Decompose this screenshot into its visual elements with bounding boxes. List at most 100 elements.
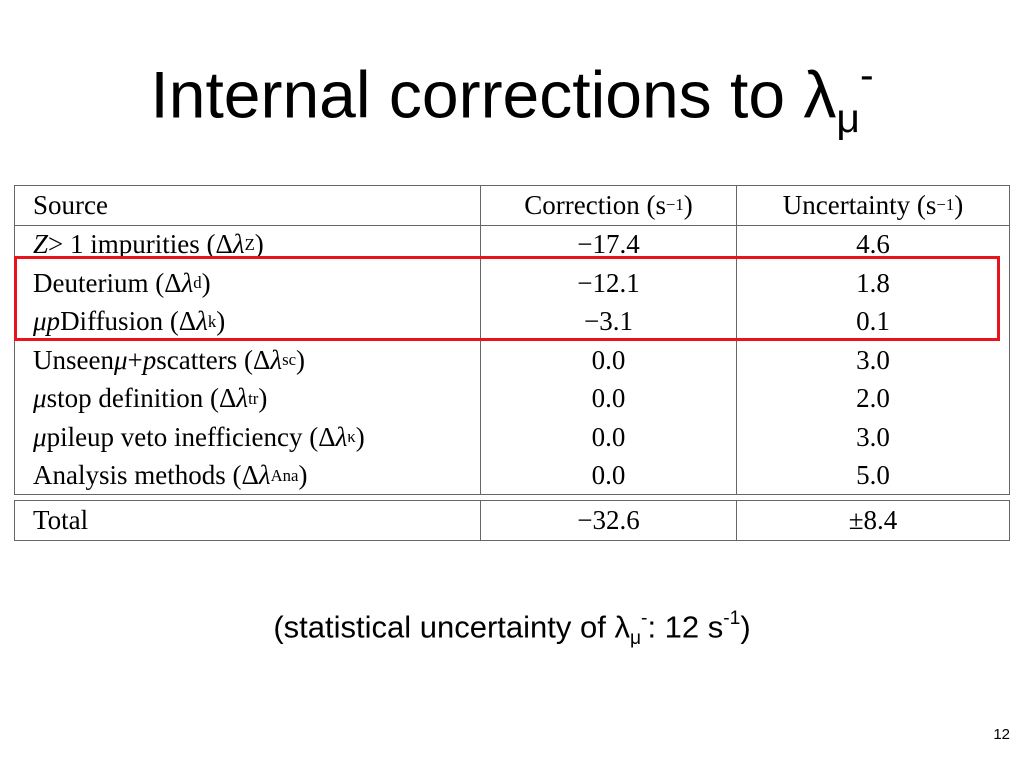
table-cell: 0.0 <box>481 456 737 495</box>
text-segment: Total <box>33 504 89 535</box>
text-segment: μ <box>836 94 860 141</box>
text-segment: ) <box>740 609 751 645</box>
text-segment: 1.8 <box>856 267 890 298</box>
text-segment: 0.1 <box>856 306 890 337</box>
text-segment: 4.6 <box>856 229 890 260</box>
text-segment: −3.1 <box>584 306 633 337</box>
table-cell: 5.0 <box>737 457 1009 496</box>
text-segment: stop definition (Δ <box>46 383 237 414</box>
table-cell: 3.0 <box>737 341 1009 380</box>
text-segment: −12.1 <box>577 267 640 298</box>
text-segment: λ <box>196 306 208 337</box>
table-row: Total −32.6 ±8.4 <box>15 501 1009 540</box>
text-segment: Internal corrections to λ <box>150 57 837 132</box>
text-segment: ) <box>296 344 306 375</box>
text-segment: 3.0 <box>856 344 890 375</box>
text-segment: ) <box>258 383 268 414</box>
table-cell: Uncertainty (s −1) <box>737 186 1009 225</box>
text-segment: k <box>207 311 217 331</box>
text-segment: −17.4 <box>577 229 640 260</box>
text-segment: d <box>193 273 202 293</box>
text-segment: λ <box>258 460 271 491</box>
table-cell: 0.0 <box>481 418 737 457</box>
text-segment: - <box>859 52 874 98</box>
table-cell: Correction (s −1) <box>481 186 737 225</box>
text-segment: -1 <box>723 608 741 629</box>
table-cell: Deuterium (Δ λ d) <box>15 264 481 303</box>
text-segment: μp <box>33 306 61 337</box>
text-segment: ±8.4 <box>848 504 898 535</box>
table-row: Deuterium (Δ λ d) −12.1 1.8 <box>15 264 1009 303</box>
table-cell: 1.8 <box>737 264 1009 303</box>
text-segment: μ <box>113 344 128 375</box>
table-cell: Source <box>15 186 481 225</box>
text-segment: Deuterium (Δ <box>33 267 182 298</box>
text-segment: μ <box>33 421 47 452</box>
table-cell: −3.1 <box>481 302 737 341</box>
text-segment: Ana <box>270 465 299 485</box>
text-segment: scatters (Δ <box>156 344 271 375</box>
table-row: Z > 1 impurities (Δ λ Z) −17.4 4.6 <box>15 225 1009 265</box>
text-segment: 2.0 <box>856 383 890 414</box>
total-table: Total −32.6 ±8.4 <box>14 500 1010 541</box>
table-row: μp Diffusion (Δ λ k) −3.1 0.1 <box>15 302 1009 342</box>
text-segment: ) <box>954 189 964 220</box>
text-segment: Uncertainty (s <box>782 189 937 220</box>
highlight-box <box>14 256 1000 341</box>
text-segment: −1 <box>936 195 955 215</box>
text-segment: + <box>127 344 143 375</box>
text-segment: Unseen <box>33 344 114 375</box>
text-segment: λ <box>270 344 283 375</box>
text-segment: μ <box>629 628 642 650</box>
table-cell: 2.0 <box>737 380 1009 419</box>
text-segment: ) <box>683 189 693 220</box>
text-segment: tr <box>248 388 259 408</box>
text-segment: ) <box>201 267 211 298</box>
text-segment: > 1 impurities (Δ <box>48 229 233 260</box>
table-cell: 0.0 <box>481 379 737 418</box>
text-segment: λ <box>232 229 245 260</box>
text-segment: λ <box>335 421 348 452</box>
text-segment: −1 <box>665 195 684 215</box>
text-segment: Diffusion (Δ <box>60 306 197 337</box>
table-cell: Analysis methods (Δ λ Ana) <box>15 456 481 495</box>
table-cell: Unseen μ + p scatters (Δ λ sc) <box>15 341 481 380</box>
text-segment: −32.6 <box>577 504 640 535</box>
slide-title: Internal corrections to λμ- <box>0 30 1024 163</box>
corrections-table: Source Correction (s −1) Uncertainty (s −1) Z… <box>14 185 1010 495</box>
text-segment: Correction (s <box>524 189 666 220</box>
table-cell: μ stop definition (Δ λ tr) <box>15 379 481 418</box>
note: (statistical uncertainty of λμ-: 12 s-1) <box>0 608 1024 650</box>
text-segment: μ <box>33 383 47 414</box>
table-cell: −32.6 <box>481 501 737 540</box>
text-segment: 0.0 <box>591 460 626 491</box>
text-segment: pileup veto inefficiency (Δ <box>46 421 336 452</box>
table-cell: 0.0 <box>481 341 737 380</box>
table-row: μ stop definition (Δ λ tr) 0.0 2.0 <box>15 379 1009 419</box>
table-row: μ pileup veto inefficiency (Δ λ κ) 0.0 3.0 <box>15 418 1009 457</box>
table-cell: μ pileup veto inefficiency (Δ λ κ) <box>15 418 481 457</box>
table-row: Unseen μ + p scatters (Δ λ sc) 0.0 3.0 <box>15 341 1009 380</box>
text-segment: sc <box>282 350 297 370</box>
table-cell: −17.4 <box>481 225 737 264</box>
text-segment: 5.0 <box>856 460 890 491</box>
text-segment: Z <box>33 229 49 260</box>
table-row: Source Correction (s −1) Uncertainty (s −1) <box>15 186 1009 226</box>
table-cell: 0.1 <box>737 303 1009 342</box>
text-segment: (statistical uncertainty of λ <box>273 609 630 645</box>
page-number: 12 <box>993 726 1010 743</box>
text-segment: Z <box>244 234 255 254</box>
table-cell: Total <box>15 501 481 540</box>
text-segment: 0.0 <box>591 344 626 375</box>
text-segment: ) <box>254 229 264 260</box>
text-segment: κ <box>347 427 356 447</box>
table-cell: 4.6 <box>737 226 1009 265</box>
text-segment: 0.0 <box>591 421 626 452</box>
text-segment: Source <box>33 189 108 220</box>
table-cell: ±8.4 <box>737 501 1009 540</box>
table-cell: μp Diffusion (Δ λ k) <box>15 302 481 341</box>
table-cell: Z > 1 impurities (Δ λ Z) <box>15 225 481 264</box>
text-segment: ) <box>298 460 308 491</box>
text-segment: λ <box>181 267 194 298</box>
